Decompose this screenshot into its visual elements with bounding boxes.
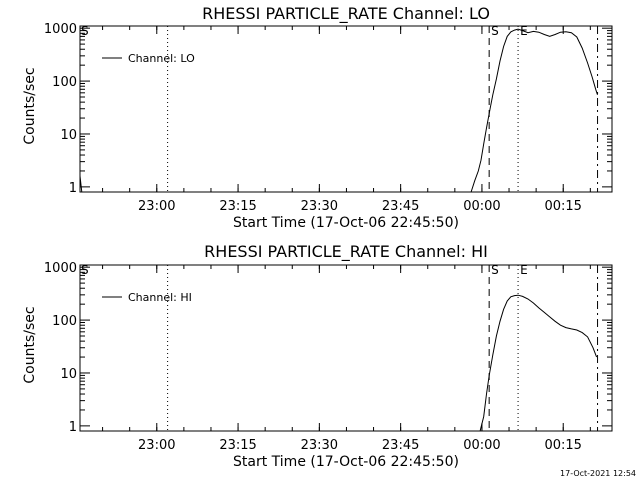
plot-frame-hi — [79, 264, 613, 432]
y-axis-label-lo: Counts/sec — [22, 67, 38, 144]
x-tick-label-lo: 23:30 — [301, 199, 338, 214]
corner-label-hi: S — [81, 263, 89, 277]
y-axis-label-hi: Counts/sec — [22, 306, 38, 383]
plot-frame-lo — [79, 25, 613, 193]
x-axis-label-lo: Start Time (17-Oct-06 22:45:50) — [233, 215, 459, 231]
x-tick-label-lo: 23:15 — [219, 199, 256, 214]
generation-timestamp: 17-Oct-2021 12:54 — [560, 469, 636, 478]
series-line-lo — [79, 28, 598, 193]
corner-label-lo: S — [81, 24, 89, 38]
legend-label-lo: Channel: LO — [128, 52, 195, 65]
series-line-hi — [479, 294, 598, 432]
y-tick-label-lo: 100 — [52, 75, 77, 90]
x-tick-label-hi: 23:15 — [219, 438, 256, 453]
x-tick-label-hi: 23:45 — [382, 438, 419, 453]
y-tick-label-lo: 1000 — [44, 22, 77, 37]
x-tick-label-hi: 00:15 — [544, 438, 581, 453]
x-tick-label-hi: 00:00 — [463, 438, 500, 453]
x-tick-label-hi: 23:30 — [301, 438, 338, 453]
x-axis-label-hi: Start Time (17-Oct-06 22:45:50) — [233, 454, 459, 470]
chart-title-lo: RHESSI PARTICLE_RATE Channel: LO — [202, 4, 490, 24]
x-tick-label-lo: 23:00 — [138, 199, 175, 214]
event-marker-label-lo: S — [491, 24, 499, 38]
y-tick-label-lo: 1 — [69, 181, 77, 196]
x-tick-label-lo: 00:15 — [544, 199, 581, 214]
y-tick-label-hi: 100 — [52, 314, 77, 329]
legend-label-hi: Channel: HI — [128, 291, 192, 304]
event-marker-label-hi: E — [520, 263, 528, 277]
event-marker-label-hi: S — [491, 263, 499, 277]
y-tick-label-lo: 10 — [60, 128, 77, 143]
y-tick-label-hi: 1 — [69, 420, 77, 435]
y-tick-label-hi: 1000 — [44, 261, 77, 276]
chart-title-hi: RHESSI PARTICLE_RATE Channel: HI — [204, 242, 488, 262]
x-tick-label-hi: 23:00 — [138, 438, 175, 453]
y-tick-label-hi: 10 — [60, 367, 77, 382]
x-tick-label-lo: 00:00 — [463, 199, 500, 214]
x-tick-label-lo: 23:45 — [382, 199, 419, 214]
